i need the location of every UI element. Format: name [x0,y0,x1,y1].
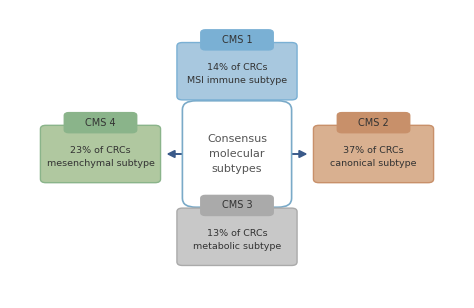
Text: CMS 1: CMS 1 [222,35,252,45]
FancyBboxPatch shape [313,125,434,183]
Text: Consensus
molecular
subtypes: Consensus molecular subtypes [207,134,267,174]
FancyBboxPatch shape [177,43,297,100]
FancyBboxPatch shape [201,195,273,216]
Text: CMS 4: CMS 4 [85,118,116,128]
FancyBboxPatch shape [177,208,297,265]
Text: 37% of CRCs
canonical subtype: 37% of CRCs canonical subtype [330,146,417,168]
Text: CMS 3: CMS 3 [222,201,252,210]
Text: CMS 2: CMS 2 [358,118,389,128]
Text: 13% of CRCs
metabolic subtype: 13% of CRCs metabolic subtype [193,229,281,251]
Text: 23% of CRCs
mesenchymal subtype: 23% of CRCs mesenchymal subtype [46,146,155,168]
Text: 14% of CRCs
MSI immune subtype: 14% of CRCs MSI immune subtype [187,63,287,85]
FancyBboxPatch shape [64,113,137,133]
FancyBboxPatch shape [182,101,292,207]
FancyBboxPatch shape [201,30,273,50]
FancyBboxPatch shape [337,113,410,133]
FancyBboxPatch shape [40,125,161,183]
